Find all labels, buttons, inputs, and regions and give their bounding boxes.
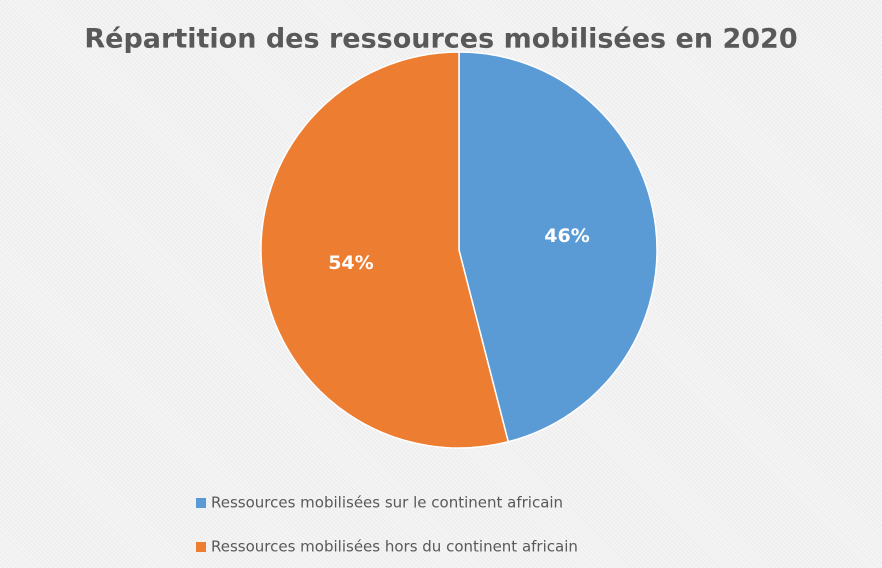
legend-label: Ressources mobilisées sur le continent a… (211, 494, 563, 512)
chart-title: Répartition des ressources mobilisées en… (84, 24, 797, 55)
data-label: 46% (544, 225, 589, 247)
legend-swatch (196, 498, 206, 508)
legend-swatch (196, 542, 206, 552)
legend-label: Ressources mobilisées hors du continent … (211, 538, 578, 556)
pie-slice (260, 51, 510, 449)
data-label: 54% (328, 252, 373, 274)
pie-slice (458, 51, 658, 443)
